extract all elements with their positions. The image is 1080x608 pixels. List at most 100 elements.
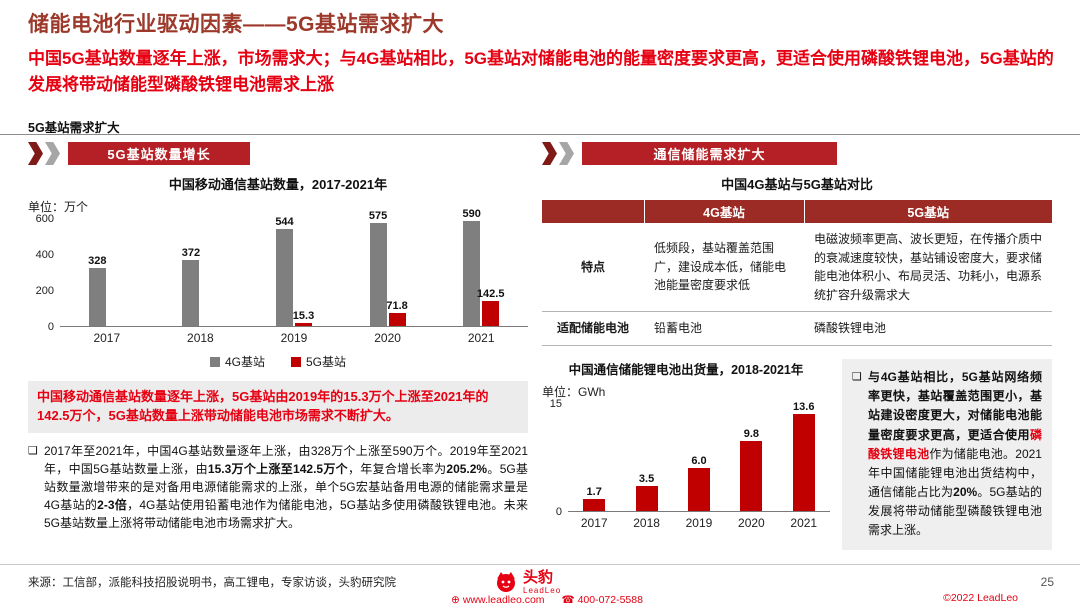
y-tick-label: 400 <box>35 249 54 262</box>
right-chart-title: 中国通信储能锂电池出货量，2018-2021年 <box>568 362 804 377</box>
bar-slot <box>108 219 125 326</box>
bar-group: 3.5 <box>635 404 658 511</box>
bar <box>388 313 406 326</box>
bar-group: 575 71.8 <box>369 210 408 326</box>
bar-slot: 544 <box>275 216 294 326</box>
bar <box>88 267 106 326</box>
page-number: 25 <box>1040 575 1054 589</box>
bar-value-label: 3.5 <box>638 473 655 486</box>
bullet-icon: ❑ <box>28 444 38 457</box>
table-row-battery: 适配储能电池 铅蓄电池 磷酸铁锂电池 <box>542 311 1052 346</box>
sidebar-text: 与4G基站相比，5G基站网络频率更快，基站覆盖范围更小，基站建设密度更大，对储能… <box>868 368 1042 541</box>
logo-text-cn: 头豹 <box>523 568 554 586</box>
left-chart-unit: 单位：万个 <box>28 200 89 214</box>
right-bottom-section: 中国通信储能锂电池出货量，2018-2021年 单位：GWh 0 15 1.7 3.… <box>542 358 1052 550</box>
right-banner: 通信储能需求扩大 <box>542 142 1052 165</box>
chart-body: 0 200 400 600 328 372 544 15.3 575 71.8 590 142.5 <box>28 208 528 333</box>
shipment-bar-chart: 0 15 1.7 3.5 6.0 9.8 13.6 2017 2018 2019 2020 202… <box>542 398 830 530</box>
x-tick-label: 2020 <box>738 515 765 530</box>
bar <box>687 468 710 511</box>
y-tick-label: 200 <box>35 285 54 298</box>
bar-value-label: 142.5 <box>476 287 505 300</box>
table-header-blank <box>542 200 644 223</box>
copyright: ©2022 LeadLeo <box>943 592 1018 604</box>
bar <box>792 413 815 511</box>
bar-slot: 142.5 <box>477 219 504 326</box>
left-bullet-text: 2017年至2021年，中国4G基站数量逐年上涨，由328万个上涨至590万个。… <box>44 442 528 532</box>
leopard-icon <box>497 572 515 592</box>
chevron-right-icon <box>45 142 60 165</box>
plot-area: 1.7 3.5 6.0 9.8 13.6 <box>568 400 830 512</box>
left-bullet-paragraph: ❑ 2017年至2021年，中国4G基站数量逐年上涨，由328万个上涨至590万… <box>28 442 528 532</box>
bar-value-label: 372 <box>181 246 201 259</box>
text-segment: 与4G基站相比，5G基站网络频率更快，基站覆盖范围更小，基站建设密度更大，对储能… <box>868 369 1042 442</box>
base-station-bar-chart: 0 200 400 600 328 372 544 15.3 575 71.8 590 142.5 … <box>28 208 528 345</box>
right-column: 通信储能需求扩大 中国4G基站与5G基站对比 4G基站 5G基站 特点 低频段，… <box>542 142 1052 550</box>
bar-value-label: 9.8 <box>743 428 759 441</box>
y-axis: 0 200 400 600 <box>28 213 60 333</box>
x-tick-label: 2020 <box>374 331 401 345</box>
left-banner: 5G基站数量增长 <box>28 142 528 165</box>
chevron-right-icon <box>28 142 43 165</box>
text-segment: ，年复合增长率为 <box>347 461 447 476</box>
x-tick-label: 2017 <box>93 331 121 345</box>
chevron-right-icon <box>542 142 557 165</box>
sidebar-note: ❑ 与4G基站相比，5G基站网络频率更快，基站覆盖范围更小，基站建设密度更大，对… <box>842 358 1052 550</box>
bar-slot <box>201 219 218 326</box>
website-text: www.leadleo.com <box>462 594 545 606</box>
x-axis-labels: 2017 2018 2019 2020 2021 <box>568 516 830 530</box>
table-cell-5g-battery: 磷酸铁锂电池 <box>804 311 1052 346</box>
x-tick-label: 2021 <box>467 331 495 345</box>
table-row-features: 特点 低频段，基站覆盖范围广，建设成本低，储能电池能量密度要求低 电磁波频率更高… <box>542 223 1052 313</box>
section-label-row: 5G基站需求扩大 <box>28 117 120 137</box>
y-axis: 0 15 <box>542 398 568 518</box>
phone-icon: ☎ <box>561 594 575 606</box>
bar <box>182 259 200 326</box>
bar-group: 6.0 <box>687 404 710 511</box>
logo-text: 头豹 LeadLeo <box>523 570 561 595</box>
bar-group: 9.8 <box>740 404 763 511</box>
left-chart-title: 中国移动通信基站数量，2017-2021年 <box>168 177 388 192</box>
x-tick-label: 2021 <box>790 515 818 530</box>
bar <box>463 220 481 326</box>
bullet-icon: ❑ <box>852 370 862 383</box>
bar-value-label: 1.7 <box>586 485 602 498</box>
left-banner-title: 5G基站数量增长 <box>68 142 250 165</box>
bar-value-label: 328 <box>88 254 107 267</box>
logo-text-en: LeadLeo <box>523 585 562 595</box>
row-label-battery: 适配储能电池 <box>542 311 644 346</box>
text-segment: 2017年至2021年，中国4G基站数量逐年上涨，由328万个上涨至590万个。… <box>44 443 528 476</box>
x-axis-labels: 2017 2018 2019 2020 2021 <box>60 331 528 345</box>
bar-group: 328 <box>88 219 125 326</box>
page-title: 储能电池行业驱动因素——5G基站需求扩大 <box>28 13 445 36</box>
phone-text: 400-072-5588 <box>577 594 643 606</box>
x-tick-label: 2018 <box>187 331 214 345</box>
table-cell-4g-battery: 铅蓄电池 <box>644 311 804 346</box>
bar-value-label: 13.6 <box>793 400 815 413</box>
table-header-5g: 5G基站 <box>803 200 1052 223</box>
legend-swatch-5g <box>291 356 301 367</box>
bar-value-label: 71.8 <box>386 300 408 313</box>
legend-item-4g: 4G基站 <box>209 353 265 370</box>
x-tick-label: 2018 <box>633 515 660 530</box>
left-column: 5G基站数量增长 中国移动通信基站数量，2017-2021年 单位：万个 0 20… <box>28 142 528 532</box>
text-segment: 作为储能电池。2021年中国储能锂电池出货结构中，通信储能占比为 <box>868 446 1042 500</box>
bar-value-label: 6.0 <box>691 455 707 468</box>
bar-slot: 3.5 <box>635 404 658 511</box>
highlight-callout: 中国移动通信基站数量逐年上涨，5G基站由2019年的15.3万个上涨至2021年… <box>28 381 528 433</box>
x-tick-label: 2019 <box>280 331 308 345</box>
right-banner-title: 通信储能需求扩大 <box>582 142 837 165</box>
bar-value-label: 15.3 <box>292 310 315 323</box>
bar-group: 372 <box>182 219 218 326</box>
text-segment: ，4G基站使用铅蓄电池作为储能电池，5G基站多使用磷酸铁锂电池。未来5G基站数量… <box>44 497 528 530</box>
globe-icon: ⊕ <box>451 594 460 606</box>
text-segment: 15.3万个上涨至142.5万个 <box>207 461 348 476</box>
table-cell-5g-features: 电磁波频率更高、波长更短，在传播介质中的衰减速度较快，基站铺设密度大，要求储能电… <box>804 223 1052 313</box>
footer: 来源：工信部，派能科技招股说明书，高工锂电，专家访谈，头豹研究院 头豹 Lead… <box>0 564 1080 608</box>
header: 储能电池行业驱动因素——5G基站需求扩大 中国5G基站数量逐年上涨，市场需求大；… <box>28 8 1054 99</box>
table-cell-4g-features: 低频段，基站覆盖范围广，建设成本低，储能电池能量密度要求低 <box>644 223 804 313</box>
comparison-table: 4G基站 5G基站 特点 低频段，基站覆盖范围广，建设成本低，储能电池能量密度要… <box>542 200 1052 346</box>
legend-swatch-4g <box>209 356 220 367</box>
leadleo-logo: 头豹 LeadLeo <box>493 569 561 595</box>
text-segment: 。5G基站数量激增带来的是对备用电源储能需求的上涨，单个5G宏基站备用电源的储能… <box>44 461 528 512</box>
